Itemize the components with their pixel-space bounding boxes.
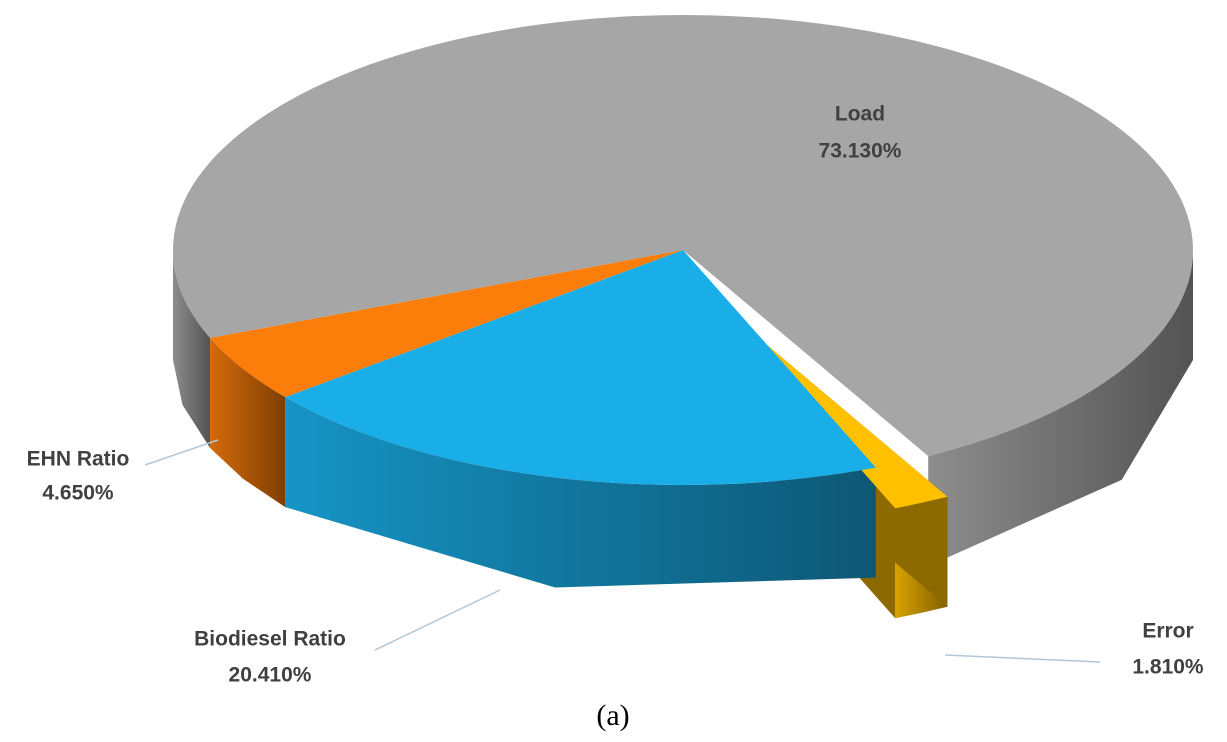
slice-side bbox=[173, 250, 211, 448]
slice-side bbox=[210, 338, 286, 508]
leader-line bbox=[144, 439, 219, 466]
leader-line bbox=[944, 654, 1101, 663]
value-label: 4.650% bbox=[42, 482, 114, 505]
caption: (a) bbox=[596, 699, 629, 732]
category-label: Error bbox=[1142, 620, 1193, 643]
leader-line bbox=[374, 589, 501, 651]
value-label: 20.410% bbox=[229, 664, 312, 687]
category-label: EHN Ratio bbox=[27, 448, 130, 471]
slice-side bbox=[928, 250, 1193, 567]
slice-side bbox=[285, 397, 876, 588]
value-label: 1.810% bbox=[1132, 656, 1204, 679]
slice bbox=[285, 250, 876, 485]
category-label: Biodiesel Ratio bbox=[194, 628, 346, 651]
category-label: Load bbox=[835, 103, 885, 126]
value-label: 73.130% bbox=[819, 140, 902, 163]
slice bbox=[173, 15, 1193, 457]
slice bbox=[210, 250, 683, 398]
